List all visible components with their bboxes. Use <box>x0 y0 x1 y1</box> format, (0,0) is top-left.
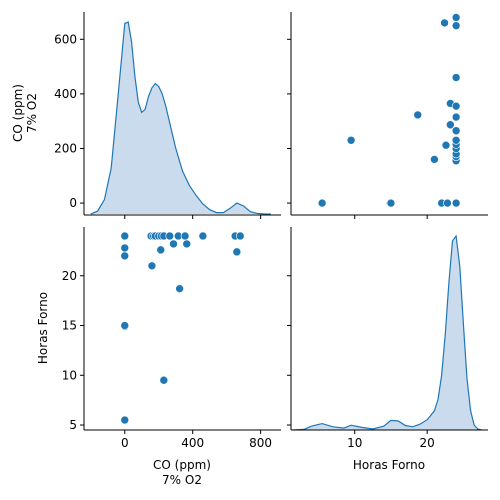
scatter-point-horas-co <box>451 73 461 82</box>
co-y-axis-label: CO (ppm)7% O2 <box>11 84 39 142</box>
scatter-point-horas-co <box>440 18 449 28</box>
co-kde-ytick-label: 200 <box>54 141 77 155</box>
scatter-point-co-horas <box>147 261 157 271</box>
scatter-point-horas-co <box>451 101 461 111</box>
horas-kde-xtick-label: 10 <box>347 436 362 450</box>
scatter-point-horas-co <box>443 198 452 208</box>
scatter-point-horas-co <box>413 110 423 120</box>
scatter-point-horas-co <box>451 21 461 30</box>
scatter-point-horas-co <box>451 135 461 145</box>
horas-vs-co-xtick-label: 800 <box>249 436 272 450</box>
scatter-point-co-horas <box>120 243 130 253</box>
horas-kde-line <box>293 234 482 431</box>
scatter-point-co-horas <box>120 415 130 425</box>
scatter-point-co-horas <box>156 245 166 255</box>
co-kde-ytick-label: 600 <box>54 32 77 46</box>
horas-y-axis-label: Horas Forno <box>36 292 50 364</box>
scatter-point-co-horas <box>198 231 208 241</box>
scatter-point-horas-co <box>346 135 356 145</box>
horas-vs-co-ytick-label: 10 <box>62 368 77 382</box>
scatter-point-co-horas <box>232 247 242 257</box>
horas-vs-co-xtick-label: 0 <box>121 436 129 450</box>
scatter-point-horas-co <box>451 13 461 22</box>
scatter-point-co-horas <box>169 239 178 249</box>
scatter-point-horas-co <box>430 155 439 164</box>
scatter-point-co-horas <box>159 375 169 385</box>
scatter-point-horas-co <box>451 198 461 208</box>
scatter-point-horas-co <box>451 126 461 136</box>
horas-vs-co-ytick-label: 5 <box>69 418 77 432</box>
scatter-point-co-horas <box>120 231 130 241</box>
horas-vs-co-ytick-label: 15 <box>62 319 77 333</box>
scatter-point-co-horas <box>120 321 130 330</box>
scatter-point-horas-co <box>317 198 327 208</box>
co-kde-area <box>90 22 271 214</box>
horas-kde-xtick-label: 20 <box>420 436 435 450</box>
horas-vs-co-xtick-label: 400 <box>181 436 204 450</box>
co-y-axis-label-line2: 7% O2 <box>25 93 39 133</box>
scatter-point-co-horas <box>180 231 190 241</box>
scatter-point-co-horas <box>165 231 175 241</box>
co-y-axis-label-line1: CO (ppm) <box>11 84 25 142</box>
co-x-axis-label-line1: CO (ppm) <box>153 458 211 472</box>
scatter-point-horas-co <box>441 140 451 150</box>
co-x-axis-label-line2: 7% O2 <box>162 473 202 487</box>
horas-kde-area <box>293 236 482 430</box>
scatter-point-horas-co <box>451 112 461 122</box>
co-kde-ytick-label: 400 <box>54 87 77 101</box>
co-kde-ytick-label: 0 <box>69 196 77 210</box>
scatter-point-co-horas <box>182 239 192 249</box>
scatter-point-horas-co <box>446 120 455 130</box>
horas-vs-co-ytick-label: 20 <box>62 269 77 283</box>
scatter-point-co-horas <box>175 284 184 293</box>
horas-x-axis-label: Horas Forno <box>353 458 425 472</box>
scatter-point-co-horas <box>235 231 245 241</box>
co-kde-line <box>90 21 271 215</box>
scatter-point-horas-co <box>386 198 396 208</box>
scatter-point-co-horas <box>120 251 130 261</box>
